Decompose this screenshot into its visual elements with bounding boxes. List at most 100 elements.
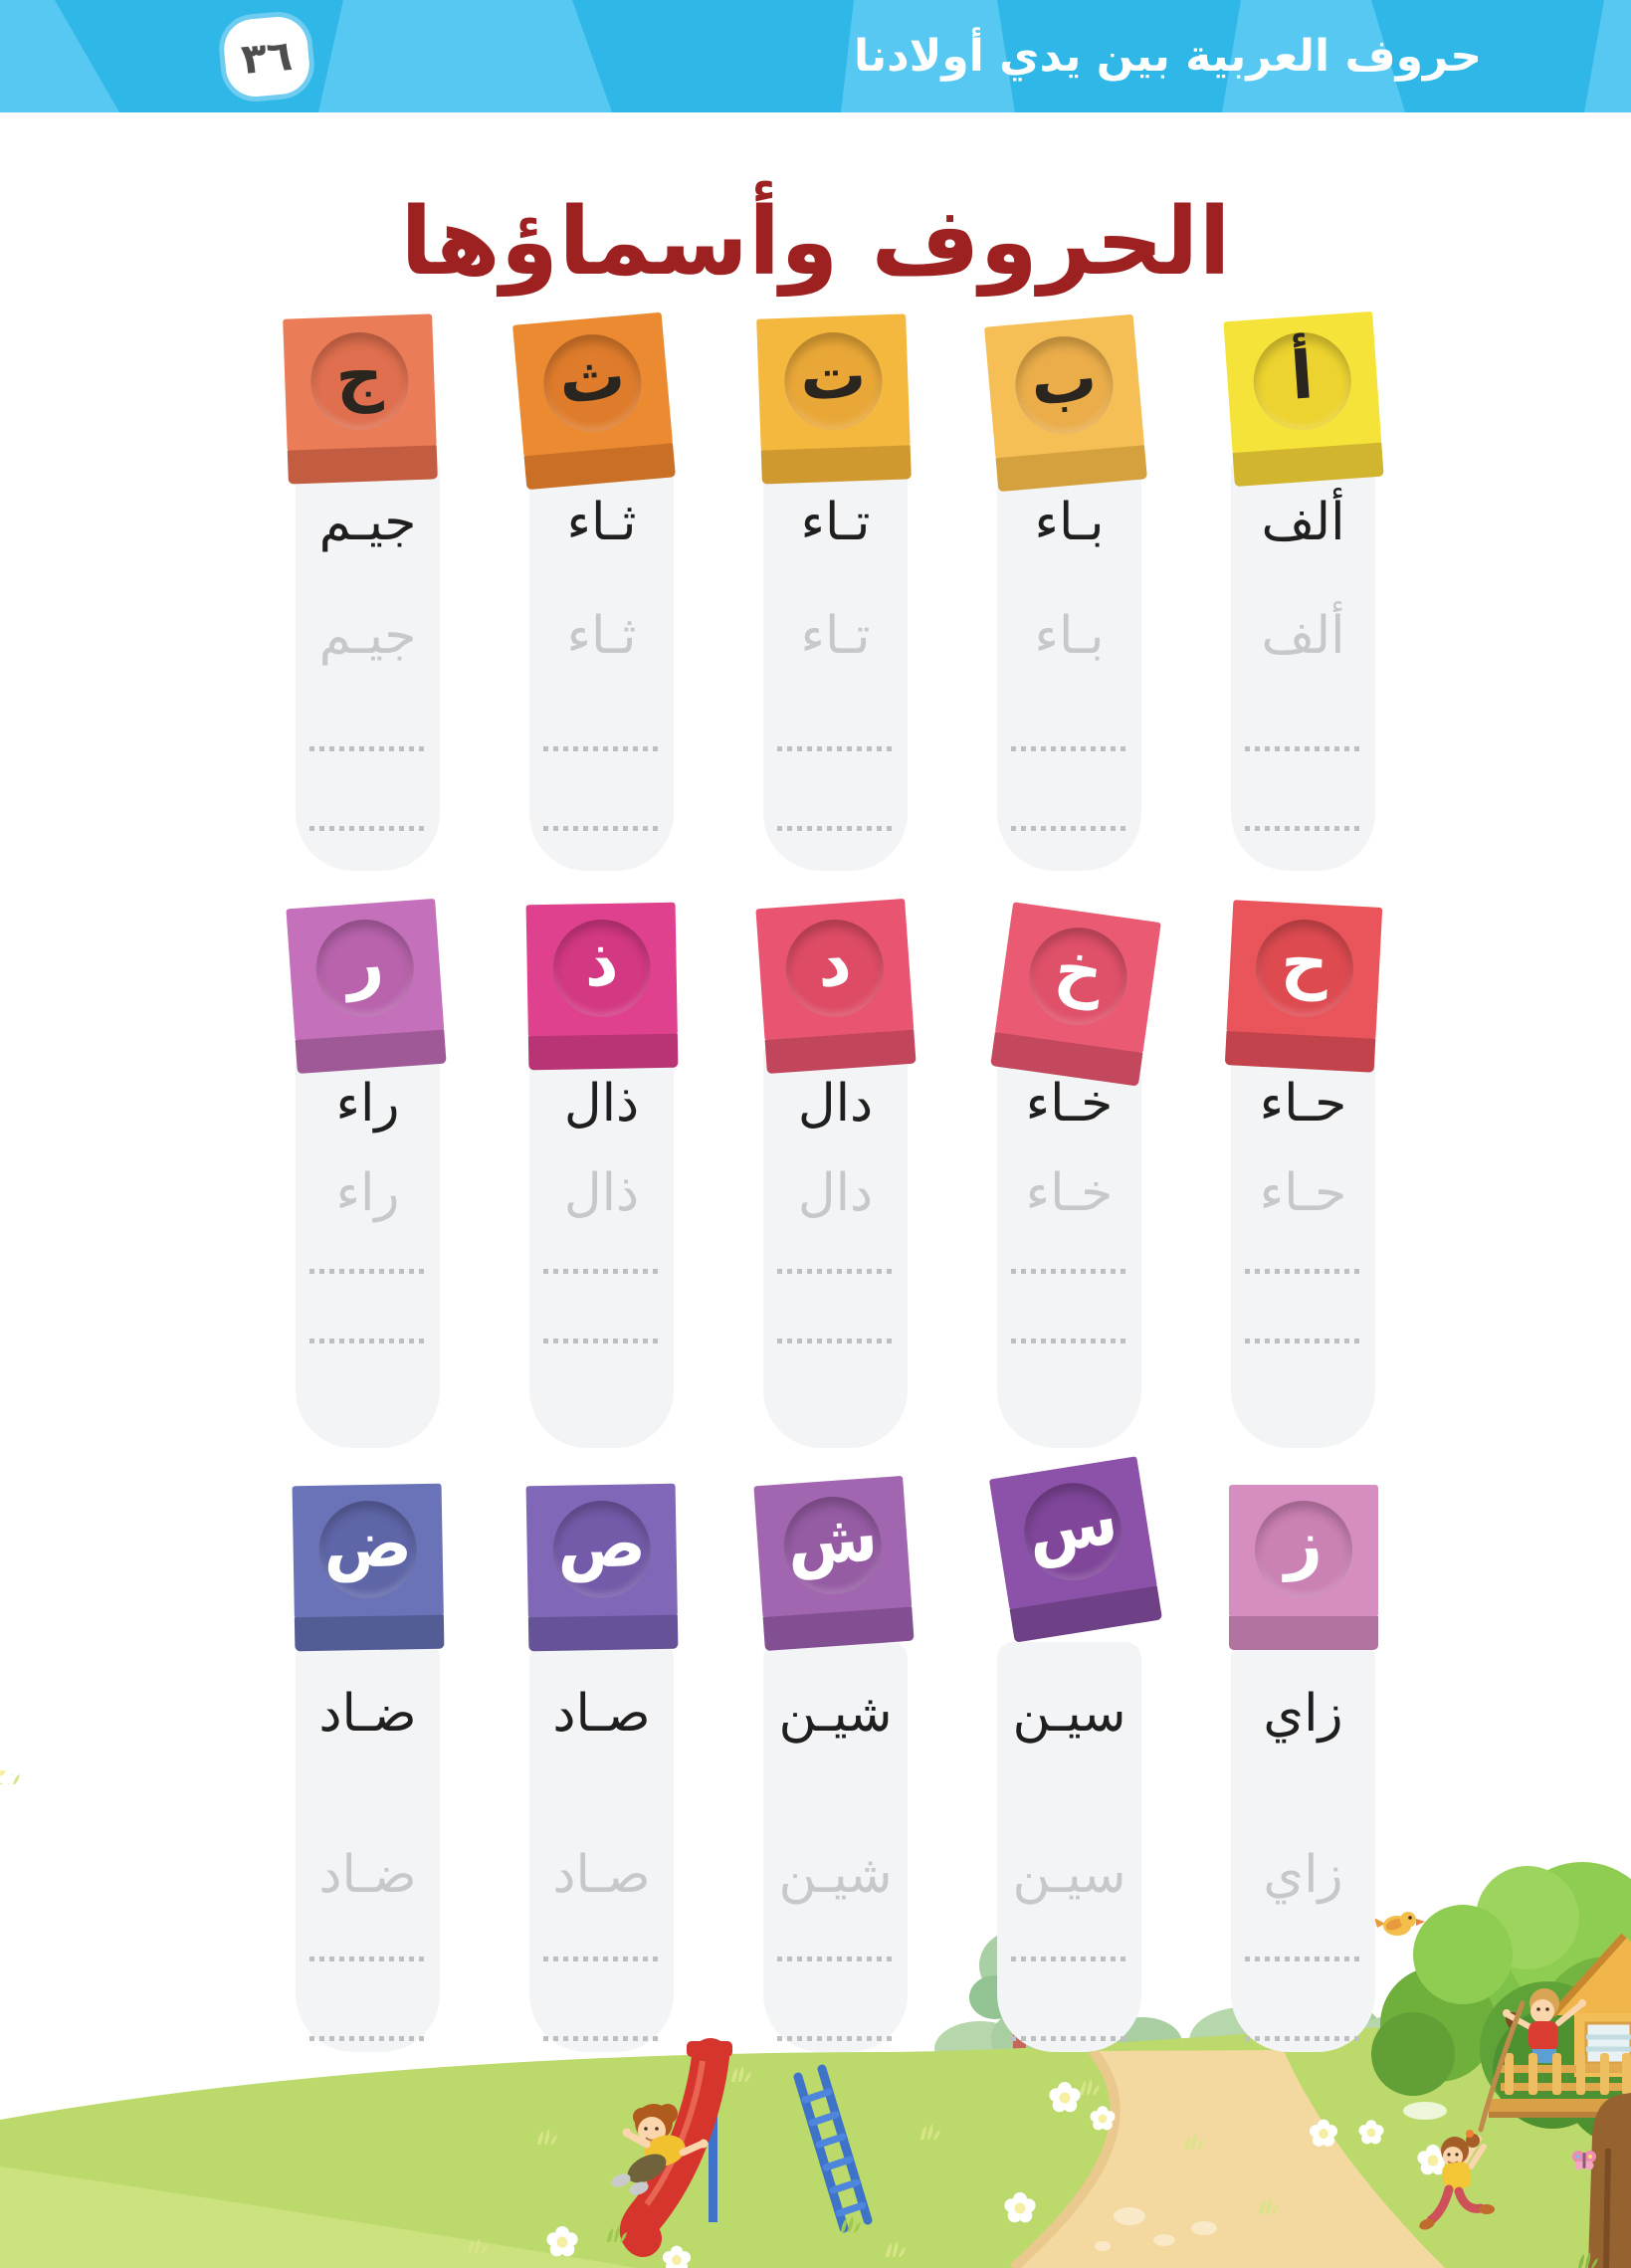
letter-name-trace: زاي: [1263, 1845, 1343, 1905]
butterfly-icon: [1572, 2151, 1596, 2170]
practice-line: [1245, 1339, 1361, 1343]
letter-glyph: ص: [556, 1505, 647, 1583]
treehouse-platform: [1489, 2099, 1631, 2112]
letter-name: بـاء: [1034, 493, 1105, 552]
letter-cube: ض: [292, 1483, 445, 1652]
letter-glyph: ش: [784, 1498, 881, 1582]
practice-line: [309, 746, 426, 751]
flowers: [0, 1770, 1449, 2268]
cube-circle: ت: [782, 330, 885, 432]
letter-strip: [529, 1642, 674, 2052]
letter-glyph: ت: [798, 335, 868, 416]
cube-face: ز: [1229, 1485, 1378, 1617]
letter-glyph: ث: [555, 336, 629, 419]
letter-strip: [296, 1040, 440, 1448]
boy-in-treehouse: [1503, 1988, 1586, 2063]
cube-face: ر: [286, 898, 445, 1042]
letter-strip: [529, 453, 674, 871]
letter-strip: [529, 1040, 674, 1448]
cube-side: [287, 445, 438, 485]
cube-face: خ: [994, 902, 1161, 1054]
treehouse-fence: [1501, 2053, 1631, 2095]
cube-circle: ص: [551, 1500, 652, 1599]
letter-name: ألف: [1261, 493, 1345, 552]
swing-rope: [1478, 2000, 1526, 2133]
cube-circle: ز: [1255, 1501, 1352, 1598]
letter-name: راء: [335, 1074, 400, 1134]
letter-glyph: س: [1021, 1481, 1123, 1571]
cube-circle: ش: [780, 1493, 886, 1598]
letter-name-trace: دال: [797, 1163, 874, 1223]
practice-line: [777, 2036, 894, 2041]
letter-name-trace: ضـاد: [318, 1845, 417, 1905]
letter-glyph: ر: [342, 923, 387, 1003]
letter-glyph: أ: [1288, 336, 1317, 415]
letter-name-trace: راء: [335, 1163, 400, 1223]
cube-face: ج: [283, 313, 437, 452]
book-title: حروف العربية بين يدي أولادنا: [854, 31, 1482, 82]
letter-glyph: ذ: [583, 924, 620, 1002]
practice-line: [543, 2036, 660, 2041]
bird-icon: [1374, 1912, 1425, 1936]
cube-circle: ر: [312, 916, 418, 1021]
cube-circle: ض: [317, 1500, 418, 1599]
grass-cloud: [1403, 2102, 1447, 2120]
cube-face: ت: [756, 313, 911, 452]
letter-column-ba: بـاء بـاء ب: [984, 313, 1147, 871]
practice-line: [543, 1339, 660, 1343]
letter-cube: ب: [984, 313, 1147, 493]
page-header: ٣٦ حروف العربية بين يدي أولادنا: [0, 0, 1631, 112]
letter-cube: ص: [525, 1483, 679, 1652]
letter-glyph: ج: [334, 336, 385, 415]
letter-name: ذال: [563, 1074, 640, 1134]
slide: [607, 2038, 873, 2257]
practice-line: [777, 826, 894, 831]
letter-cube: س: [988, 1456, 1163, 1643]
letter-name: جيـم: [318, 493, 417, 552]
practice-line: [777, 1269, 894, 1274]
letter-column-jim: جيـم جيـم ج: [283, 313, 440, 871]
letter-strip: [1231, 453, 1375, 871]
letter-cube: خ: [990, 902, 1161, 1087]
girl-on-rope: [1419, 2130, 1495, 2230]
cube-face: ح: [1226, 900, 1383, 1040]
practice-line: [543, 746, 660, 751]
practice-line: [543, 826, 660, 831]
cube-side: [760, 445, 912, 485]
letter-strip: [997, 1642, 1141, 2052]
practice-line: [1245, 746, 1361, 751]
cube-circle: ح: [1253, 917, 1356, 1020]
practice-line: [309, 1269, 426, 1274]
practice-line: [1011, 1339, 1127, 1343]
letter-strip: [763, 1040, 908, 1448]
cube-face: أ: [1223, 310, 1382, 455]
letter-strip: [296, 453, 440, 871]
letter-name: سيـن: [1012, 1684, 1126, 1744]
practice-line: [777, 746, 894, 751]
treehouse: [1371, 1862, 1631, 2268]
practice-line: [1011, 1269, 1127, 1274]
cube-side: [294, 1614, 445, 1652]
letter-column-zay: زاي زاي ز: [1229, 1485, 1378, 2052]
letter-column-ta: تـاء تـاء ت: [756, 313, 912, 871]
letter-glyph: ح: [1279, 923, 1330, 1003]
letter-cube: ز: [1229, 1485, 1378, 1650]
letter-strip: [296, 1642, 440, 2052]
boy-on-slide: [611, 2104, 709, 2195]
cube-circle: ج: [308, 330, 411, 432]
practice-line: [777, 1957, 894, 1961]
header-rays: [0, 0, 1631, 112]
letter-glyph: د: [814, 923, 854, 1003]
cube-side: [1229, 1616, 1378, 1650]
letter-cube: د: [755, 898, 917, 1075]
letter-name-trace: ثـاء: [566, 606, 637, 666]
letter-cube: ح: [1224, 900, 1383, 1073]
letter-name-trace: ذال: [563, 1163, 640, 1223]
letter-column-alif: ألف ألف أ: [1223, 310, 1384, 871]
letter-column-dal: دال دال د: [755, 898, 917, 1448]
letter-name-trace: حـاء: [1259, 1163, 1347, 1223]
cube-circle: ث: [539, 329, 646, 437]
cube-face: ذ: [525, 902, 678, 1038]
practice-line: [309, 1957, 426, 1961]
cube-circle: د: [782, 916, 888, 1021]
